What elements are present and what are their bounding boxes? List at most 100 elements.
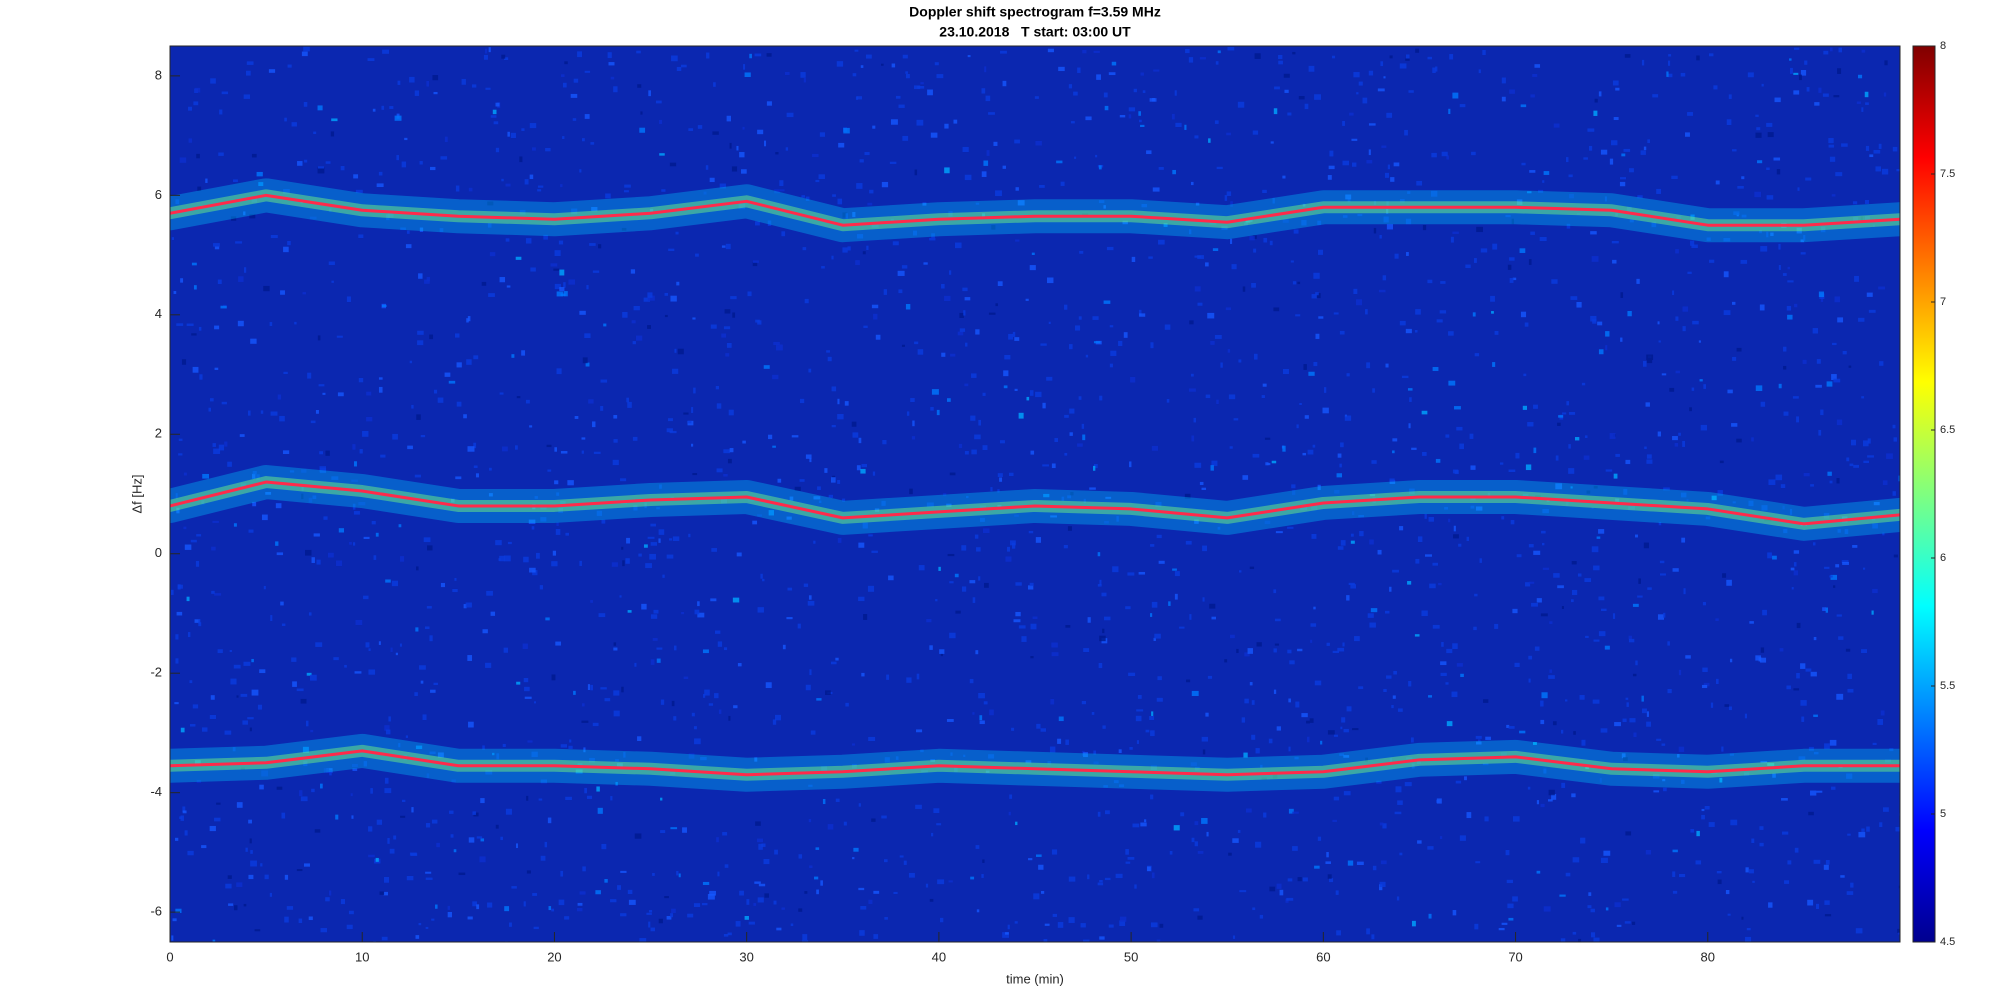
noise-speck: [452, 588, 458, 593]
noise-speck: [620, 913, 627, 917]
noise-speck: [1255, 748, 1260, 754]
noise-speck: [560, 744, 568, 748]
noise-speck: [558, 240, 564, 245]
noise-speck: [752, 260, 759, 263]
noise-speck: [553, 268, 560, 271]
noise-speck: [1586, 490, 1591, 494]
noise-speck: [723, 647, 728, 651]
noise-speck: [671, 700, 675, 707]
noise-speck: [531, 526, 535, 530]
noise-speck: [1185, 540, 1192, 545]
noise-speck: [1030, 656, 1034, 659]
noise-speck: [713, 82, 716, 87]
noise-speck: [1740, 259, 1748, 264]
noise-speck: [499, 555, 505, 562]
noise-speck: [1896, 169, 1900, 172]
noise-speck: [748, 921, 755, 925]
noise-speck: [647, 292, 653, 298]
noise-speck: [598, 244, 602, 249]
noise-speck: [1089, 487, 1096, 490]
noise-speck: [929, 237, 936, 241]
noise-speck: [1755, 655, 1762, 661]
noise-speck: [381, 936, 388, 941]
noise-speck: [718, 709, 722, 714]
noise-speck: [1783, 529, 1788, 534]
noise-speck: [851, 421, 857, 427]
noise-speck: [868, 899, 873, 904]
noise-speck: [425, 926, 429, 929]
noise-speck: [524, 179, 529, 185]
noise-speck: [1313, 361, 1318, 367]
noise-speck: [808, 595, 812, 600]
noise-speck: [954, 573, 959, 578]
noise-speck: [1194, 286, 1201, 292]
noise-speck: [1228, 852, 1232, 856]
noise-speck: [1386, 675, 1392, 679]
noise-speck: [555, 528, 561, 535]
noise-speck: [836, 61, 844, 67]
noise-speck: [383, 891, 389, 896]
noise-speck: [889, 161, 897, 164]
noise-speck: [1540, 719, 1545, 725]
noise-speck: [1715, 180, 1720, 185]
noise-speck: [425, 871, 432, 874]
noise-speck: [1376, 780, 1382, 784]
noise-speck: [989, 709, 994, 716]
noise-speck: [260, 863, 263, 867]
noise-speck: [1847, 673, 1852, 680]
noise-speck: [1078, 396, 1082, 400]
colorbar-tick-label: 5: [1940, 808, 1946, 820]
noise-speck: [1273, 307, 1280, 312]
noise-speck: [1604, 196, 1607, 202]
noise-speck: [1273, 648, 1277, 653]
noise-speck: [1279, 889, 1284, 896]
noise-speck: [613, 647, 618, 651]
noise-speck: [1760, 647, 1765, 653]
noise-speck: [1097, 811, 1101, 817]
noise-speck: [1435, 458, 1441, 463]
noise-speck: [1415, 309, 1421, 315]
noise-speck: [1590, 315, 1597, 322]
noise-speck: [1897, 932, 1900, 935]
noise-speck: [1614, 902, 1621, 908]
noise-speck: [582, 703, 585, 707]
noise-speck: [758, 883, 766, 887]
noise-speck: [310, 420, 316, 424]
noise-speck: [798, 854, 803, 859]
noise-speck: [380, 454, 386, 458]
noise-speck: [1603, 850, 1611, 856]
noise-speck: [1590, 231, 1597, 235]
noise-speck: [291, 122, 297, 127]
noise-speck: [1522, 493, 1529, 496]
noise-speck: [1698, 340, 1701, 343]
noise-speck: [209, 398, 214, 402]
noise-speck: [961, 586, 967, 592]
noise-speck: [802, 934, 808, 941]
noise-speck: [1172, 169, 1176, 175]
noise-speck: [1073, 91, 1078, 96]
noise-speck: [1733, 211, 1740, 216]
noise-speck: [656, 507, 660, 510]
noise-speck: [325, 161, 331, 164]
noise-speck: [669, 162, 677, 167]
noise-speck: [1778, 243, 1781, 250]
noise-speck: [897, 270, 905, 276]
noise-speck: [1836, 614, 1842, 617]
noise-speck: [1492, 243, 1498, 250]
noise-speck: [1102, 628, 1105, 634]
noise-speck: [219, 109, 223, 115]
noise-speck: [1115, 873, 1123, 879]
noise-speck: [916, 119, 924, 126]
noise-speck: [1226, 191, 1232, 197]
noise-speck: [1527, 422, 1534, 427]
noise-speck: [302, 746, 309, 753]
noise-speck: [1691, 387, 1695, 391]
noise-speck: [1458, 543, 1462, 547]
noise-speck: [923, 262, 928, 265]
noise-speck: [1390, 177, 1395, 182]
noise-speck: [1287, 878, 1293, 882]
noise-speck: [1190, 762, 1197, 767]
noise-speck: [597, 807, 603, 814]
noise-speck: [475, 473, 479, 478]
noise-speck: [1151, 872, 1155, 879]
